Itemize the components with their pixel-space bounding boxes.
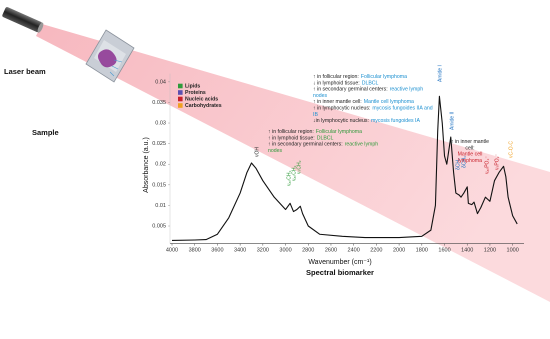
annotation-highlight: Follicular lymphoma: [361, 74, 407, 80]
annotation-line: ↑ in follicular region: Follicular lympho…: [313, 74, 407, 80]
x-tick-label: 3800: [189, 248, 201, 254]
x-tick-label: 3400: [234, 248, 246, 254]
annotation-text: ↑ in secondary germinal centers:: [313, 87, 388, 93]
annotation-line: ↑ in secondary germinal centers: reactive…: [313, 87, 423, 93]
annotation-text: ↑ in follicular region:: [313, 74, 359, 80]
x-tick-label: 2200: [370, 248, 382, 254]
annotation-text: ↓ in lymphoid tissue:: [313, 81, 360, 87]
y-tick-label: 0.015: [152, 182, 166, 188]
annotation-line: Mantle cell: [458, 152, 483, 158]
x-tick-label: 1600: [438, 248, 450, 254]
sample-slide: [85, 29, 135, 83]
annotation-highlight: nodes: [268, 148, 283, 154]
annotation-highlight: DLBCL: [362, 81, 379, 87]
annotation-highlight: DLBCL: [317, 136, 334, 142]
annotation-text: ↑ in follicular region:: [268, 129, 314, 135]
legend-swatch: [178, 90, 183, 95]
annotation-text: cell:: [465, 146, 474, 152]
peak-label: νₐₛCH₂: [291, 166, 297, 181]
annotation-line: ↑ in inner mantle cell: Mantle cell lymph…: [313, 100, 414, 106]
annotation-line: lymphoma: [458, 158, 482, 164]
y-tick-label: 0.03: [155, 120, 166, 126]
x-tick-label: 1200: [484, 248, 496, 254]
x-tick-label: 3600: [211, 248, 223, 254]
annotation-text: ↑ in inner mantle cell:: [313, 100, 362, 106]
laser-device: [2, 7, 44, 33]
annotation-line: ↑ in follicular region: Follicular lympho…: [268, 129, 362, 135]
spectrum-line: [171, 95, 518, 241]
y-tick-label: 0.005: [152, 223, 166, 229]
annotation-line: ↓in lymphocytic nucleus: mycosis fungoide…: [313, 118, 420, 124]
annotation-line: nodes: [313, 93, 328, 99]
annotation-text: ↑ in secondary germinal centers:: [268, 142, 343, 148]
peak-label: Amide II: [449, 112, 455, 130]
sample-label: Sample: [32, 128, 59, 137]
x-axis-title: Wavenumber (cm⁻¹): [308, 259, 371, 266]
legend-label: Proteins: [185, 90, 206, 96]
x-tick-label: 4000: [166, 248, 178, 254]
annotation-line: cell:: [465, 146, 474, 152]
annotation-highlight: mycosis fungoides IA: [371, 118, 421, 124]
annotation-line: ↑ in lymphocytic nucleus: mycosis fungoid…: [313, 106, 433, 112]
annotation-highlight: lymphoma: [458, 158, 482, 164]
y-axis-title: Absorbance (a.u.): [143, 137, 150, 193]
laser-label: Laser beam: [4, 67, 46, 76]
annotation-highlight: nodes: [313, 93, 328, 99]
annotation-line: ↑ in lymphoid tissue: DLBCL: [268, 136, 334, 142]
y-tick-label: 0.04: [155, 79, 166, 85]
annotation-highlight: reactive lymph: [345, 142, 379, 148]
y-tick-label: 0.035: [152, 100, 166, 106]
annotation-line: ↑ in inner mantle: [451, 139, 489, 145]
x-tick-label: 3000: [279, 248, 291, 254]
x-tick-label: 3200: [257, 248, 269, 254]
annotation-highlight: reactive lymph: [390, 87, 424, 93]
x-tick-label: 2000: [393, 248, 405, 254]
legend-swatch: [178, 103, 183, 108]
peak-label: δCH₃: [461, 156, 467, 168]
x-tick-label: 1400: [461, 248, 473, 254]
x-tick-label: 2600: [325, 248, 337, 254]
caption: Spectral biomarker: [306, 268, 374, 277]
annotation-highlight: Mantle cell lymphoma: [364, 100, 414, 106]
peak-label: νₐₛCH₃: [286, 171, 292, 186]
y-tick-label: 0.025: [152, 141, 166, 147]
legend-swatch: [178, 96, 183, 102]
annotation-highlight: IB: [313, 112, 318, 118]
annotation-text: ↑ in inner mantle: [451, 139, 489, 145]
annotation-line: nodes: [268, 148, 283, 154]
annotation-line: ↓ in lymphoid tissue: DLBCL: [313, 81, 379, 87]
annotation-highlight: mycosis fungoides IIA and: [372, 106, 432, 112]
y-tick-label: 0.02: [155, 162, 166, 168]
y-tick-label: 0.01: [155, 203, 166, 209]
x-tick-label: 1800: [416, 248, 428, 254]
annotation-line: IB: [313, 112, 318, 118]
x-tick-label: 1000: [507, 248, 519, 254]
peak-label: νₛPO₂⁻: [494, 153, 500, 170]
peak-label: νₐₛPO₂⁻: [484, 156, 490, 174]
legend-label: Nucleic acids: [185, 96, 218, 102]
peak-label: δCH₂: [455, 158, 461, 170]
peak-label: Amide I: [437, 65, 443, 82]
peak-label: νOH: [254, 147, 260, 157]
annotation-highlight: Mantle cell: [458, 152, 483, 158]
peak-label: νC-O-C: [508, 141, 514, 158]
laser-beam: [36, 24, 550, 302]
annotation-text: ↑ in lymphoid tissue:: [268, 136, 315, 142]
annotation-highlight: Follicular lymphoma: [316, 129, 362, 135]
annotation-text: ↑ in lymphocytic nucleus:: [313, 106, 370, 112]
annotation-line: ↑ in secondary germinal centers: reactive…: [268, 142, 378, 148]
legend-label: Carbohydrates: [185, 103, 222, 109]
x-tick-label: 2800: [302, 248, 314, 254]
legend-swatch: [178, 83, 183, 89]
annotation-text: ↓in lymphocytic nucleus:: [313, 118, 369, 124]
peak-label: νₛCH₂: [296, 160, 302, 174]
legend-label: Lipids: [185, 83, 200, 89]
x-tick-label: 2400: [348, 248, 360, 254]
